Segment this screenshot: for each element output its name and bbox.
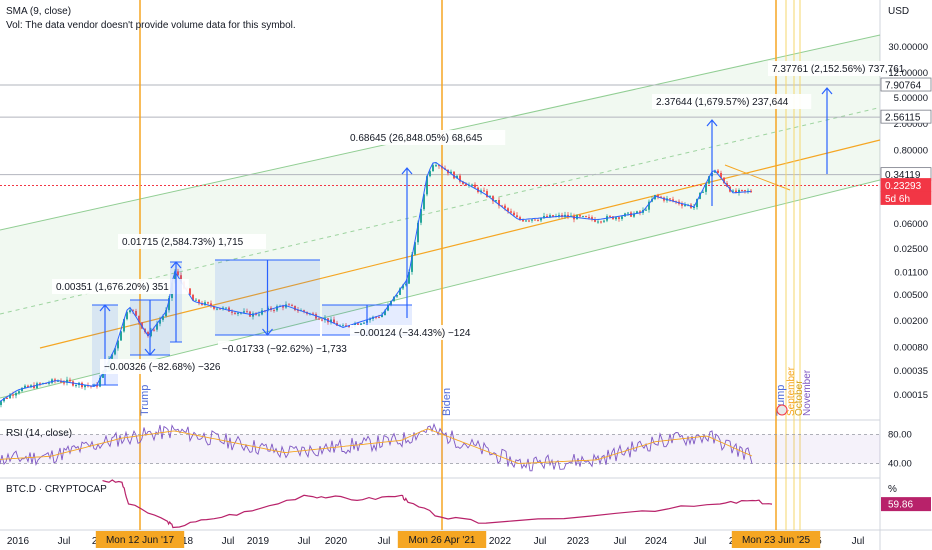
candle-body (63, 382, 65, 383)
measure-label: 0.01715 (2,584.73%) 1,715 (122, 237, 244, 248)
price-level-label: 7.90764 (885, 81, 922, 92)
candle-body (702, 192, 704, 193)
candle-body (534, 219, 536, 220)
candle-body (585, 216, 587, 217)
event-date-label: Mon 23 Jun '25 (742, 535, 811, 546)
candle-body (717, 171, 719, 173)
candle-body (12, 395, 14, 396)
candle-body (528, 221, 530, 222)
measure-label: 7.37761 (2,152.56%) 737,761 (772, 64, 905, 75)
price-tick: 0.00500 (894, 290, 928, 301)
measure-label: −0.00326 (−82.68%) −326 (104, 362, 221, 373)
candle-body (579, 215, 581, 216)
candle-body (537, 220, 539, 221)
candle-body (516, 215, 518, 217)
candle-body (744, 190, 746, 191)
time-tick: 2016 (7, 536, 30, 547)
dominance-last-value: 59.86 (888, 500, 913, 511)
measure-label: 0.68645 (26,848.05%) 68,645 (350, 133, 483, 144)
candle-body (621, 217, 623, 219)
time-tick: 2020 (325, 536, 348, 547)
dominance-legend[interactable]: BTC.D · CRYPTOCAP (6, 484, 107, 495)
price-tick: 0.00080 (894, 342, 928, 353)
candle-body (582, 216, 584, 217)
candle-body (522, 220, 524, 221)
candle-body (597, 221, 599, 222)
candle-body (504, 206, 506, 209)
price-tick: 0.06000 (894, 219, 928, 230)
candle-body (615, 217, 617, 219)
rsi-tick: 80.00 (888, 430, 912, 441)
candle-body (6, 398, 8, 399)
rsi-tick: 40.00 (888, 459, 912, 470)
price-level-label: 2.56115 (885, 113, 921, 124)
price-tick: 0.01100 (894, 268, 928, 279)
candle-body (432, 165, 434, 171)
price-tick: 30.00000 (888, 42, 928, 53)
price-tick: 12.00000 (888, 68, 928, 79)
price-level-label: 0.23293 (885, 181, 922, 192)
price-tick: 0.02500 (894, 244, 928, 255)
candle-body (600, 221, 602, 222)
time-tick: Jul (534, 536, 547, 547)
candle-body (75, 385, 77, 386)
price-tick: 0.00200 (894, 316, 928, 327)
dominance-unit: % (888, 484, 897, 495)
candle-body (513, 213, 515, 216)
candle-body (435, 165, 437, 166)
measure-label: 0.00351 (1,676.20%) 351 (56, 282, 169, 293)
event-date-label: Mon 26 Apr '21 (409, 535, 476, 546)
candle-body (531, 219, 533, 220)
price-tick: 0.00035 (894, 366, 928, 377)
candle-body (588, 217, 590, 218)
candle-body (603, 221, 605, 222)
candle-body (15, 393, 17, 395)
time-tick: Jul (852, 536, 865, 547)
time-tick: 2024 (645, 536, 668, 547)
sma-legend[interactable]: SMA (9, close) (6, 6, 71, 17)
measure-label: −0.01733 (−92.62%) −1,733 (222, 344, 347, 355)
candle-body (483, 190, 485, 191)
price-tick: 5.00000 (894, 93, 928, 104)
candle-body (207, 302, 209, 303)
time-tick: Jul (298, 536, 311, 547)
candle-body (471, 185, 473, 186)
event-name-label: Biden (441, 388, 453, 416)
candle-body (669, 198, 671, 199)
time-tick: Jul (694, 536, 707, 547)
candle-body (510, 211, 512, 212)
candle-body (195, 300, 197, 301)
time-tick: 2022 (489, 536, 512, 547)
measure-label: 2.37644 (1,679.57%) 237,644 (656, 97, 789, 108)
candle-body (627, 212, 629, 213)
time-tick: 2023 (567, 536, 590, 547)
candle-body (741, 190, 743, 191)
time-tick: 2019 (247, 536, 270, 547)
candle-body (609, 216, 611, 217)
event-date-label: Mon 12 Jun '17 (106, 535, 175, 546)
time-tick: Jul (58, 536, 71, 547)
candle-body (495, 200, 497, 201)
candle-body (474, 185, 476, 188)
candle-body (618, 217, 620, 219)
price-tick: 0.80000 (894, 145, 928, 156)
rsi-legend[interactable]: RSI (14, close) (6, 428, 72, 439)
currency-label[interactable]: USD (888, 6, 909, 17)
time-tick: Jul (222, 536, 235, 547)
candle-body (558, 215, 560, 216)
event-name-label: Trump (139, 385, 151, 416)
candle-body (69, 380, 71, 382)
time-tick: Jul (614, 536, 627, 547)
volume-notice: Vol: The data vendor doesn't provide vol… (6, 20, 296, 31)
time-tick: Jul (378, 536, 391, 547)
candle-body (645, 210, 647, 211)
month-marker-label: November (802, 369, 813, 416)
price-level-label: 5d 6h (885, 194, 910, 205)
candle-body (525, 221, 527, 222)
candle-body (18, 391, 20, 393)
measure-label: −0.00124 (−34.43%) −124 (354, 328, 471, 339)
price-tick: 0.00015 (894, 390, 928, 401)
